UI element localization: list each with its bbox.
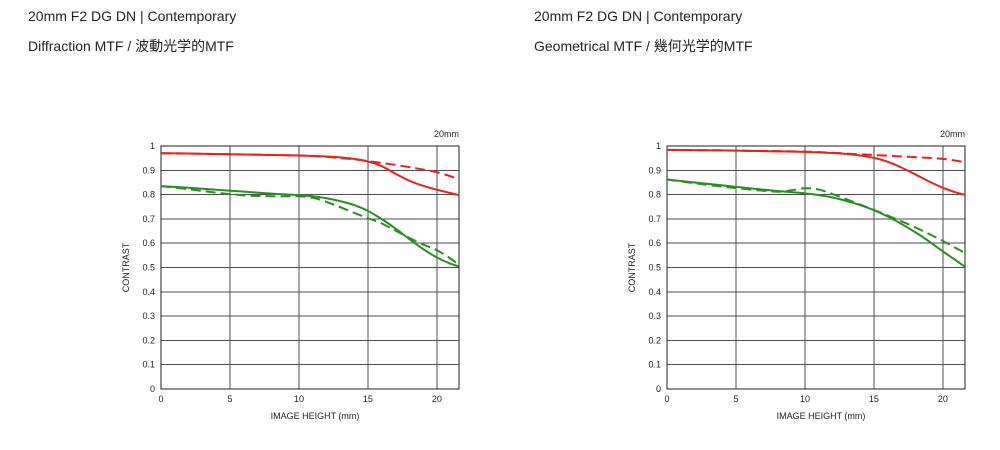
y-tick-label: 0.4 xyxy=(142,287,155,297)
x-tick-label: 10 xyxy=(294,394,304,404)
mtf-chart-right: 00.10.20.30.40.50.60.70.80.910 5 10 15 20IMA… xyxy=(627,129,966,421)
mtf-curve-2-dashed xyxy=(161,152,459,181)
y-tick-label: 0.5 xyxy=(142,263,155,273)
y-axis-label: CONTRAST xyxy=(627,242,637,292)
x-tick-label: 15 xyxy=(363,394,373,404)
x-axis-label: IMAGE HEIGHT (mm) xyxy=(271,411,360,421)
y-tick-label: 0.6 xyxy=(648,238,661,248)
mtf-panel-left: 20mm F2 DG DN | Contemporary Diffraction… xyxy=(0,0,480,450)
x-axis-label: IMAGE HEIGHT (mm) xyxy=(777,411,866,421)
y-tick-label: 0.7 xyxy=(142,214,155,224)
y-tick-label: 0.1 xyxy=(142,360,155,370)
mtf-curve-2-dashed xyxy=(667,148,965,164)
y-tick-label: 0.6 xyxy=(142,238,155,248)
x-tick-label: 0 xyxy=(664,394,669,404)
mtf-curve-1-solid xyxy=(667,148,965,196)
mtf-curves xyxy=(161,152,459,268)
y-tick-label: 0 xyxy=(150,384,155,394)
y-tick-label: 0.8 xyxy=(648,190,661,200)
y-tick-label: 0.2 xyxy=(142,335,155,345)
mtf-curve-4-dashed xyxy=(161,185,459,266)
chart-subtitle: Geometrical MTF / 幾何光学的MTF xyxy=(534,38,753,54)
y-tick-label: 0.9 xyxy=(648,165,661,175)
chart-title: 20mm F2 DG DN | Contemporary xyxy=(28,8,237,24)
mtf-curve-3-solid xyxy=(161,185,459,268)
y-tick-label: 0.3 xyxy=(648,311,661,321)
x-tick-label: 5 xyxy=(733,394,738,404)
x-tick-label: 0 xyxy=(158,394,163,404)
x-tick-label: 10 xyxy=(800,394,810,404)
chart-subtitle: Diffraction MTF / 波動光学的MTF xyxy=(28,38,234,54)
y-tick-label: 0.2 xyxy=(648,335,661,345)
mtf-panel-right: 20mm F2 DG DN | Contemporary Geometrical… xyxy=(506,0,986,450)
chart-title: 20mm F2 DG DN | Contemporary xyxy=(534,8,743,24)
x-tick-label: 20 xyxy=(432,394,442,404)
y-tick-label: 0.1 xyxy=(648,360,661,370)
mtf-curve-4-dashed xyxy=(667,178,965,254)
x-tick-label: 5 xyxy=(227,394,232,404)
grid xyxy=(666,145,965,390)
y-tick-label: 1 xyxy=(656,141,661,151)
x-tick-label: 20 xyxy=(938,394,948,404)
y-tick-label: 0 xyxy=(656,384,661,394)
plot-frame xyxy=(160,145,460,390)
mtf-curves xyxy=(667,148,965,268)
plot-frame xyxy=(666,145,966,390)
x-tick-label: 15 xyxy=(869,394,879,404)
y-tick-label: 0.9 xyxy=(142,165,155,175)
y-axis-label: CONTRAST xyxy=(121,242,131,292)
chart-annotation: 20mm xyxy=(434,129,459,139)
y-tick-label: 0.5 xyxy=(648,263,661,273)
y-tick-label: 0.8 xyxy=(142,190,155,200)
chart-annotation: 20mm xyxy=(940,129,965,139)
y-tick-label: 0.4 xyxy=(648,287,661,297)
y-tick-label: 0.7 xyxy=(648,214,661,224)
mtf-curve-3-solid xyxy=(667,178,965,268)
mtf-chart-left: 00.10.20.30.40.50.60.70.80.910 5 10 15 20IMA… xyxy=(121,129,460,421)
y-tick-label: 1 xyxy=(150,141,155,151)
y-tick-label: 0.3 xyxy=(142,311,155,321)
